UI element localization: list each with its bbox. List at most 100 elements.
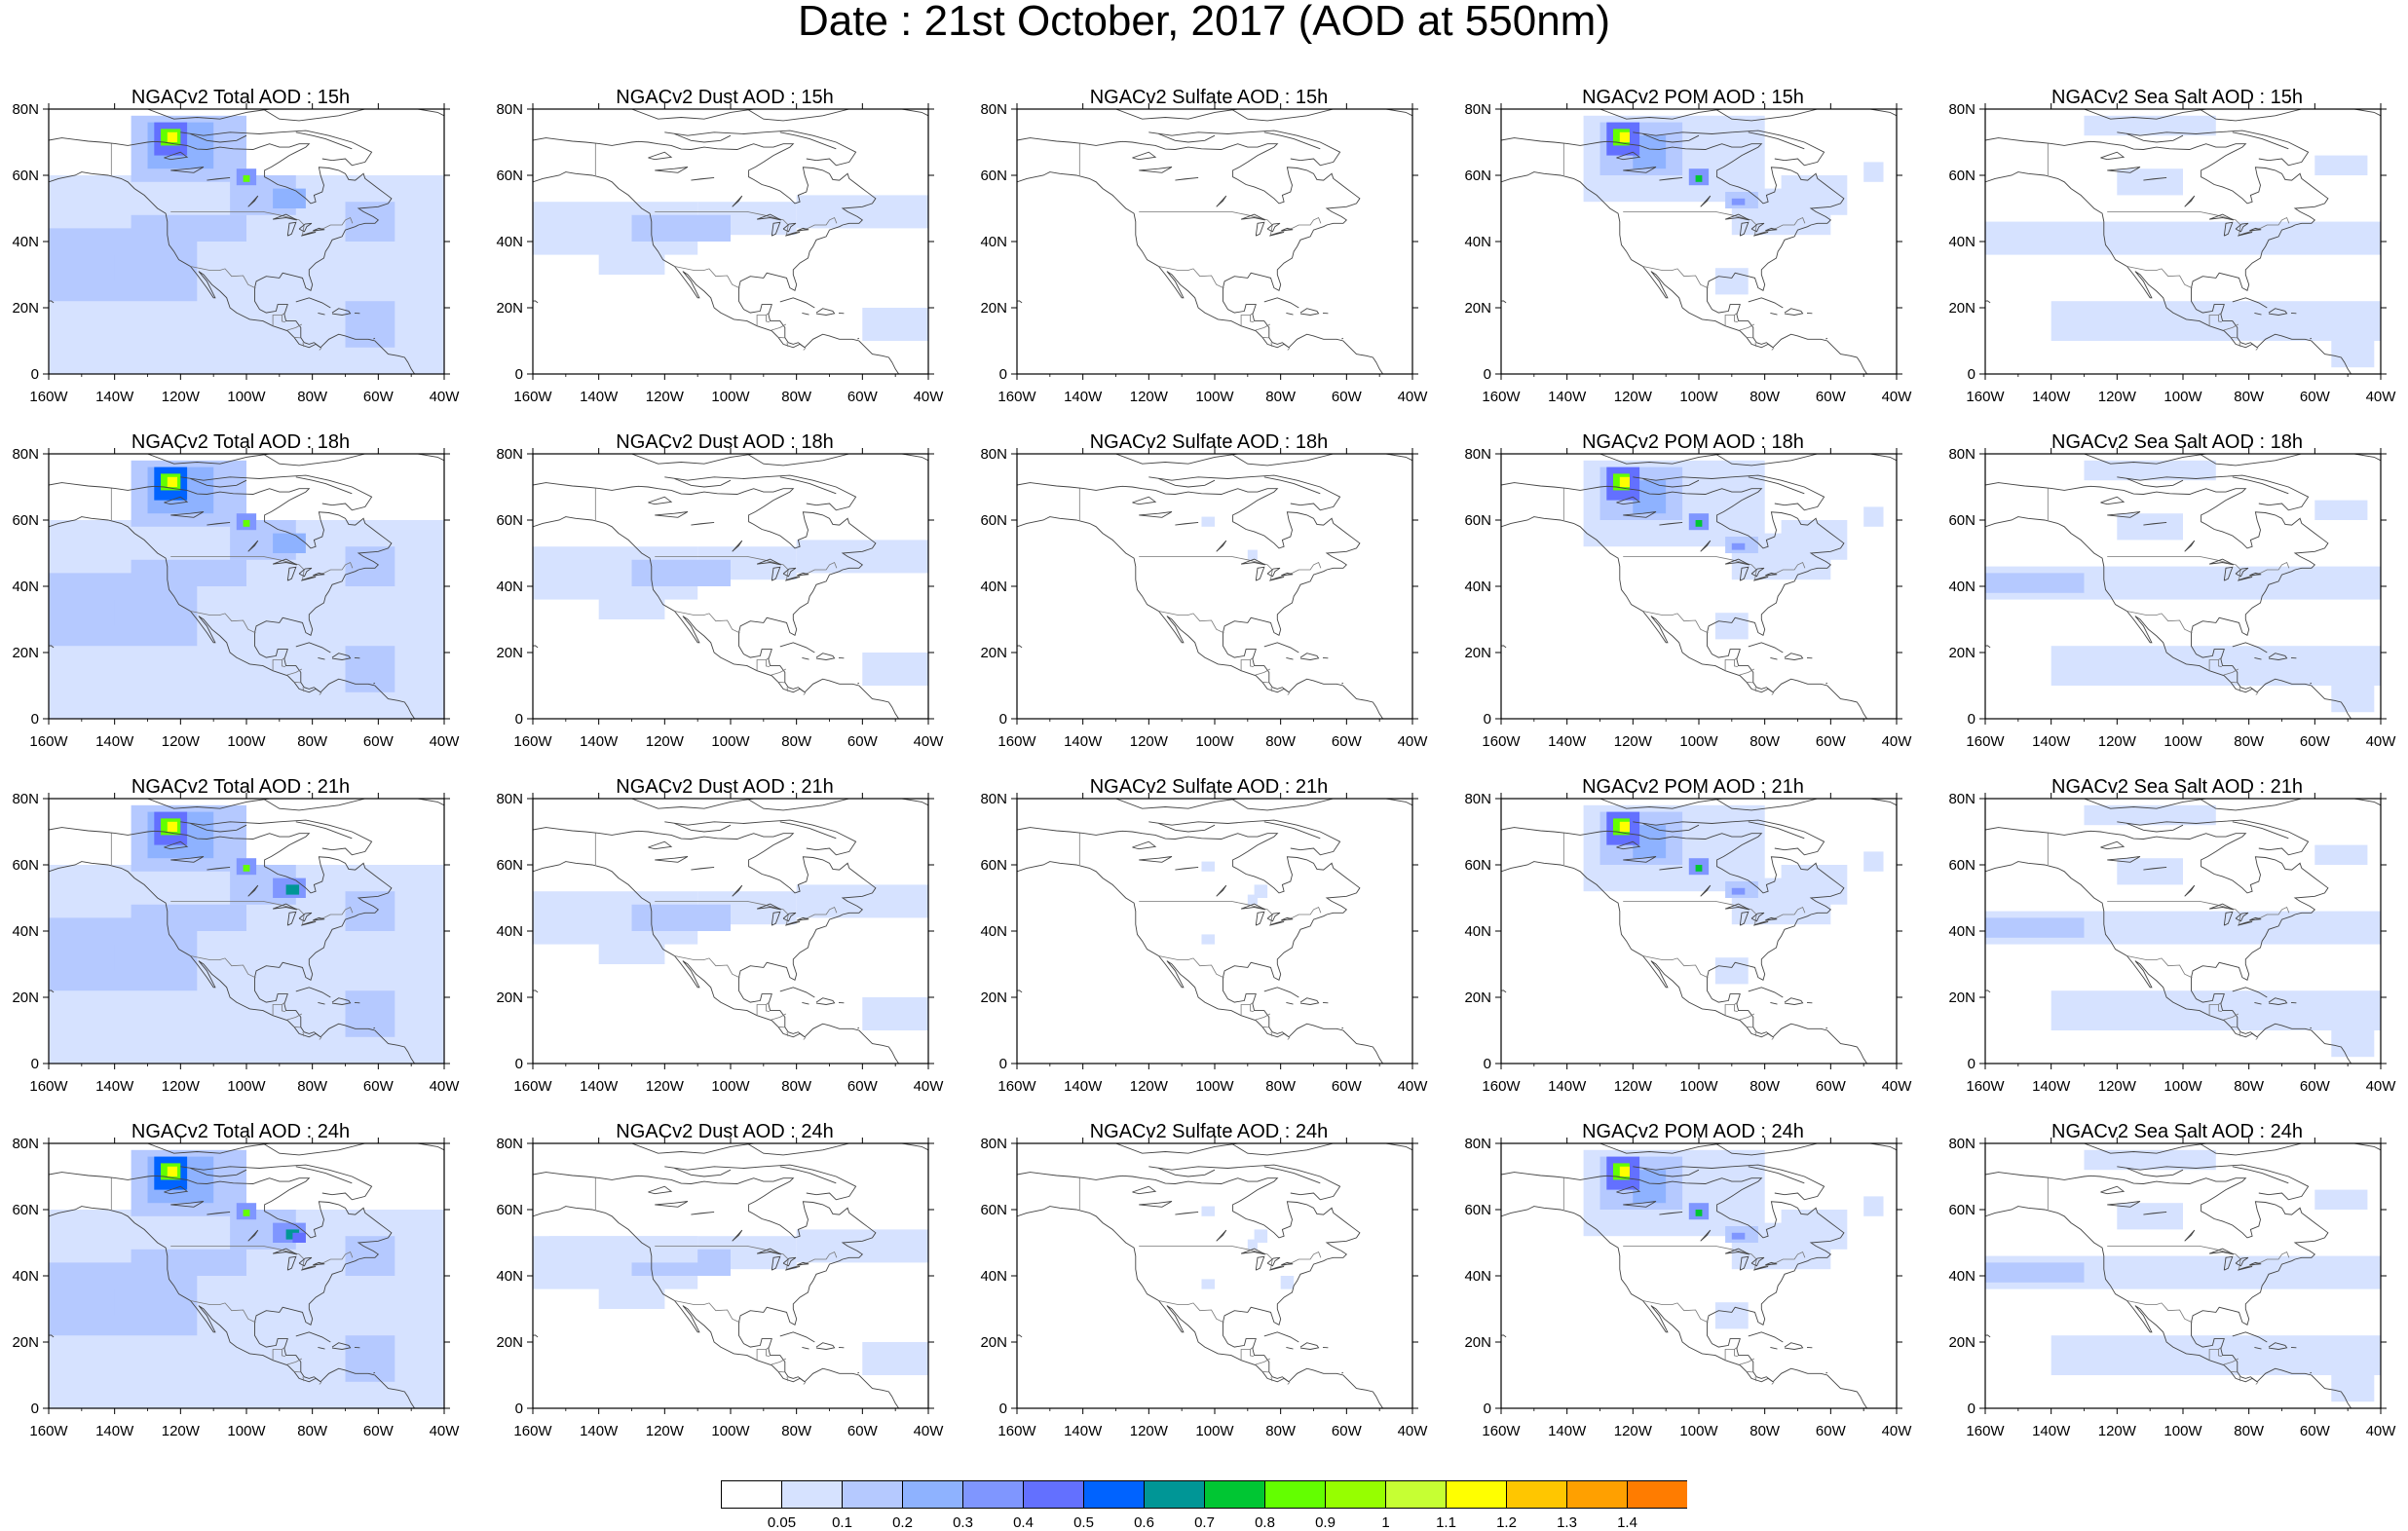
country-border — [286, 1358, 302, 1365]
lake-outline — [1240, 558, 1266, 566]
lake-outline — [313, 572, 325, 577]
coastlines — [533, 1143, 928, 1408]
lake-outline — [782, 912, 797, 922]
lake-outline — [2107, 1201, 2141, 1208]
y-tick-label: 0 — [31, 1056, 39, 1072]
y-tick-label: 60N — [1464, 1202, 1491, 1218]
coastline — [815, 653, 836, 660]
colorbar-label: 0.6 — [1134, 1514, 1154, 1531]
aod-cell — [2051, 646, 2381, 686]
lake-outline — [1240, 903, 1266, 911]
aod-cell — [49, 1288, 115, 1316]
map-panel: NGACv2 Sulfate AOD : 21h 160W 140W 120W 100W… — [968, 775, 1449, 1120]
y-tick-label: 20N — [1948, 990, 1975, 1006]
lake-outline — [785, 921, 801, 926]
lake-outline — [756, 1248, 782, 1255]
x-tick-label: 80W — [2234, 389, 2265, 405]
lake-outline — [1753, 1266, 1769, 1271]
y-tick-label: 0 — [31, 366, 39, 383]
x-tick-label: 140W — [2032, 1078, 2071, 1095]
lake-outline — [1266, 567, 1281, 578]
country-border — [1739, 668, 1754, 676]
lake-outline — [1750, 912, 1765, 922]
x-tick-label: 40W — [914, 1423, 945, 1439]
x-tick-label: 40W — [1882, 733, 1913, 750]
y-tick-label: 80N — [980, 791, 1007, 807]
country-border — [1261, 1370, 1269, 1373]
country-border — [1623, 211, 1806, 236]
lake-outline — [286, 911, 297, 926]
y-tick-label: 60N — [12, 857, 39, 874]
coastline — [1385, 109, 1412, 117]
lake-outline — [207, 866, 231, 871]
lake-outline — [164, 1185, 189, 1195]
country-border — [2126, 955, 2193, 979]
y-tick-label: 80N — [496, 1136, 523, 1152]
x-tick-label: 100W — [1195, 1078, 1234, 1095]
lake-outline — [2184, 884, 2196, 897]
country-border — [1771, 1381, 1775, 1385]
lake-outline — [1623, 511, 1657, 518]
aod-cell — [1201, 516, 1215, 527]
x-tick-label: 80W — [1750, 389, 1781, 405]
coastline — [1599, 1143, 1722, 1154]
coastline — [779, 1331, 815, 1343]
country-border — [1754, 1031, 1757, 1037]
x-tick-label: 80W — [297, 733, 328, 750]
x-tick-label: 40W — [1398, 733, 1429, 750]
coastline — [373, 682, 376, 685]
x-tick-label: 140W — [580, 389, 619, 405]
coastline — [664, 1164, 857, 1201]
coastline — [2268, 308, 2288, 316]
country-border — [272, 312, 285, 326]
coastline — [2126, 478, 2184, 488]
coastline — [2353, 454, 2381, 462]
aod-cell — [1781, 520, 1848, 560]
coastline — [2310, 337, 2313, 340]
coastline — [1642, 1168, 1700, 1177]
coastline — [746, 1143, 849, 1156]
coastline — [857, 1027, 860, 1029]
lake-outline — [1616, 1185, 1641, 1195]
x-tick-label: 60W — [2300, 733, 2331, 750]
lake-outline — [1700, 884, 1712, 897]
coastline — [804, 1367, 899, 1408]
country-border — [1287, 1381, 1291, 1385]
aod-map: 160W 140W 120W 100W 80W 60W 40W 0 20N 40N 60N 80N — [12, 1136, 460, 1439]
x-tick-label: 160W — [1482, 1078, 1521, 1095]
x-tick-label: 140W — [1548, 1423, 1587, 1439]
coastline — [1770, 656, 1778, 660]
aod-map: 160W 140W 120W 100W 80W 60W 40W 0 20N 40N 60N 80N — [1464, 446, 1913, 750]
aod-cell — [1714, 1302, 1749, 1329]
coastline — [779, 297, 815, 309]
x-tick-label: 120W — [646, 1078, 685, 1095]
x-tick-label: 60W — [363, 1423, 395, 1439]
y-tick-label: 40N — [1948, 923, 1975, 940]
aod-cell — [345, 891, 395, 931]
coastline — [1299, 997, 1320, 1005]
y-tick-label: 60N — [980, 512, 1007, 529]
map-panel: NGACv2 POM AOD : 15h 160W 140W 120W 100W 80W 6… — [1452, 86, 1934, 430]
coastline — [1017, 990, 1023, 993]
x-tick-label: 120W — [162, 389, 201, 405]
lake-outline — [313, 1261, 325, 1266]
x-tick-label: 60W — [363, 1078, 395, 1095]
country-border — [1739, 323, 1754, 331]
x-tick-label: 100W — [711, 1078, 750, 1095]
coastlines — [49, 454, 444, 719]
coastline — [1748, 642, 1784, 653]
coastline — [1869, 1143, 1897, 1151]
coastline — [49, 1334, 55, 1338]
x-tick-label: 140W — [580, 733, 619, 750]
coastline — [533, 827, 877, 1038]
map-background — [1017, 454, 1412, 719]
coastline — [2232, 476, 2289, 495]
lake-outline — [164, 151, 189, 161]
coastline — [1642, 823, 1700, 833]
coastline — [1825, 337, 1828, 340]
coastline — [2117, 1164, 2310, 1201]
lake-outline — [1139, 1201, 1173, 1208]
y-tick-label: 0 — [1484, 1400, 1491, 1417]
lake-outline — [247, 1229, 259, 1242]
x-tick-label: 160W — [1966, 389, 2005, 405]
